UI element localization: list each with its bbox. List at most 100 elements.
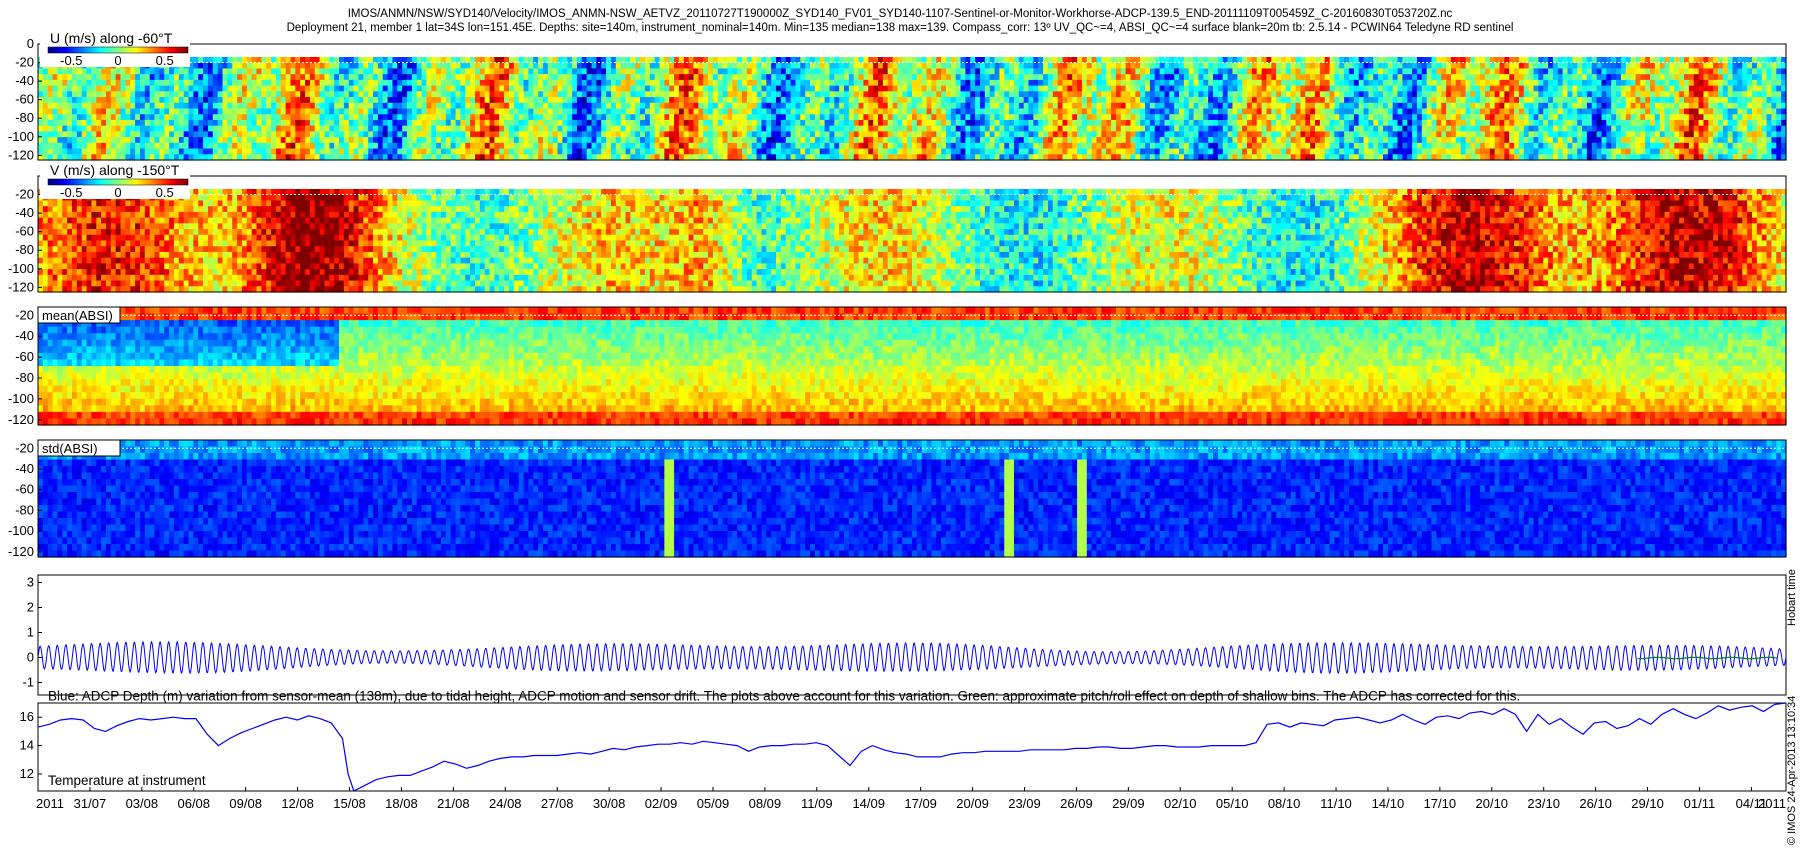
heatmap-cell <box>664 109 669 115</box>
heatmap-cell <box>781 120 786 126</box>
heatmap-cell <box>839 68 844 74</box>
heatmap-cell <box>1184 80 1189 86</box>
heatmap-cell <box>373 63 378 69</box>
heatmap-cell <box>626 143 631 149</box>
heatmap-cell <box>893 68 898 74</box>
heatmap-cell <box>1271 114 1276 120</box>
heatmap-cell <box>1364 86 1369 92</box>
heatmap-cell <box>324 126 329 132</box>
heatmap-cell <box>1067 137 1072 143</box>
heatmap-cell <box>723 86 728 92</box>
heatmap-cell <box>1174 91 1179 97</box>
heatmap-cell <box>1072 97 1077 103</box>
heatmap-cell <box>737 91 742 97</box>
heatmap-cell <box>135 137 140 143</box>
heatmap-cell <box>577 103 582 109</box>
heatmap-cell <box>596 86 601 92</box>
heatmap-cell <box>257 103 262 109</box>
heatmap-cell <box>475 137 480 143</box>
heatmap-cell <box>708 63 713 69</box>
heatmap-cell <box>757 114 762 120</box>
heatmap-cell <box>694 63 699 69</box>
heatmap-cell <box>417 149 422 155</box>
heatmap-cell <box>514 114 519 120</box>
heatmap-cell <box>349 120 354 126</box>
heatmap-cell <box>917 131 922 137</box>
heatmap-cell <box>1184 97 1189 103</box>
heatmap-cell <box>645 109 650 115</box>
heatmap-cell <box>849 68 854 74</box>
heatmap-cell <box>572 109 577 115</box>
heatmap-cell <box>1155 97 1160 103</box>
heatmap-cell <box>1184 103 1189 109</box>
heatmap-cell <box>1276 143 1281 149</box>
heatmap-cell <box>553 149 558 155</box>
heatmap-cell <box>354 80 359 86</box>
heatmap-cell <box>820 86 825 92</box>
heatmap-cell <box>956 149 961 155</box>
heatmap-cell <box>907 137 912 143</box>
heatmap-cell <box>1281 109 1286 115</box>
heatmap-cell <box>883 97 888 103</box>
heatmap-cell <box>1286 103 1291 109</box>
heatmap-cell <box>868 80 873 86</box>
heatmap-cell <box>218 131 223 137</box>
heatmap-cell <box>626 114 631 120</box>
heatmap-cell <box>324 114 329 120</box>
heatmap-cell <box>1160 68 1165 74</box>
heatmap-cell <box>329 80 334 86</box>
heatmap-cell <box>1262 97 1267 103</box>
heatmap-cell <box>1048 97 1053 103</box>
heatmap-cell <box>1281 91 1286 97</box>
heatmap-cell <box>528 97 533 103</box>
heatmap-cell <box>1213 103 1218 109</box>
heatmap-cell <box>946 120 951 126</box>
heatmap-cell <box>936 126 941 132</box>
heatmap-cell <box>242 80 247 86</box>
heatmap-cell <box>451 114 456 120</box>
heatmap-cell <box>596 63 601 69</box>
heatmap-cell <box>363 97 368 103</box>
heatmap-cell <box>193 149 198 155</box>
heatmap-cell <box>339 63 344 69</box>
heatmap-cell <box>1349 91 1354 97</box>
heatmap-cell <box>295 137 300 143</box>
heatmap-cell <box>664 126 669 132</box>
heatmap-cell <box>1291 68 1296 74</box>
heatmap-cell <box>1082 80 1087 86</box>
heatmap-cell <box>708 97 713 103</box>
heatmap-cell <box>417 68 422 74</box>
heatmap-cell <box>1043 137 1048 143</box>
heatmap-cell <box>650 120 655 126</box>
heatmap-cell <box>422 137 427 143</box>
heatmap-cell <box>1106 68 1111 74</box>
heatmap-cell <box>213 149 218 155</box>
heatmap-cell <box>159 80 164 86</box>
heatmap-cell <box>907 109 912 115</box>
heatmap-cell <box>436 74 441 80</box>
heatmap-cell <box>985 97 990 103</box>
heatmap-cell <box>660 120 665 126</box>
heatmap-cell <box>344 80 349 86</box>
heatmap-cell <box>907 131 912 137</box>
heatmap-cell <box>621 74 626 80</box>
heatmap-cell <box>159 143 164 149</box>
heatmap-cell <box>965 80 970 86</box>
heatmap-cell <box>718 114 723 120</box>
heatmap-cell <box>82 120 87 126</box>
heatmap-cell <box>1296 143 1301 149</box>
heatmap-cell <box>1242 126 1247 132</box>
heatmap-cell <box>203 126 208 132</box>
heatmap-cell <box>1276 63 1281 69</box>
heatmap-cell <box>698 120 703 126</box>
heatmap-cell <box>193 143 198 149</box>
heatmap-cell <box>1320 114 1325 120</box>
heatmap-cell <box>1334 143 1339 149</box>
heatmap-cell <box>261 131 266 137</box>
heatmap-cell <box>587 120 592 126</box>
heatmap-cell <box>849 63 854 69</box>
heatmap-cell <box>101 114 106 120</box>
heatmap-cell <box>431 86 436 92</box>
heatmap-cell <box>1097 80 1102 86</box>
heatmap-cell <box>825 114 830 120</box>
